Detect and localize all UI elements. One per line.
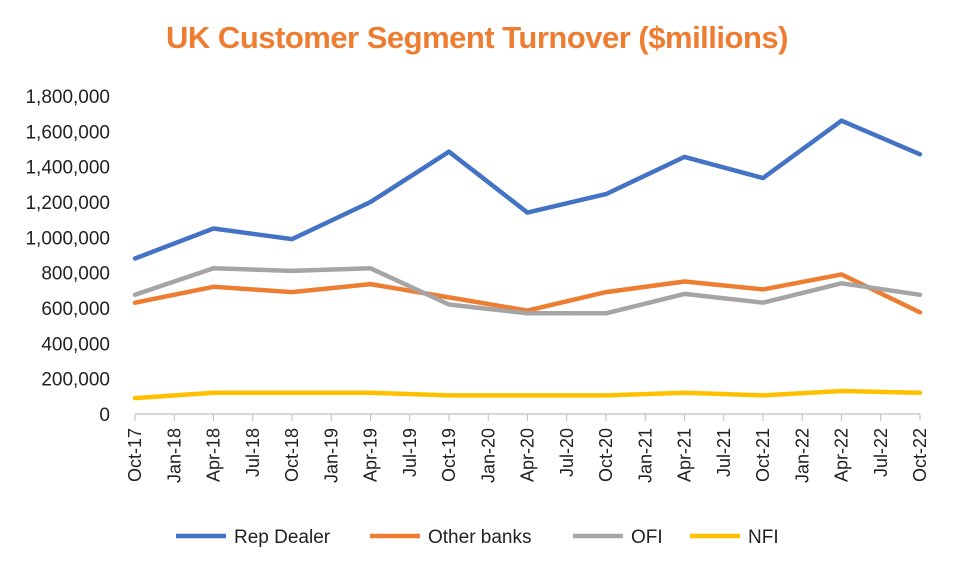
y-tick-label: 600,000: [41, 299, 110, 320]
x-tick-label: Oct-17: [125, 428, 145, 482]
y-tick-label: 200,000: [41, 370, 110, 391]
legend-label: NFI: [748, 527, 779, 548]
legend-item-rep-dealer: Rep Dealer: [176, 527, 331, 548]
x-tick-label: Jul-19: [400, 428, 420, 477]
x-tick-label: Jan-21: [635, 428, 655, 483]
x-tick-label: Jul-18: [243, 428, 263, 477]
x-tick-label: Jan-19: [321, 428, 341, 483]
x-tick-label: Oct-21: [753, 428, 773, 482]
legend-label: OFI: [631, 527, 663, 548]
x-tick-label: Jan-18: [164, 428, 184, 483]
x-tick-label: Jul-22: [871, 428, 891, 477]
x-tick-label: Jul-21: [714, 428, 734, 477]
x-tick-label: Jan-20: [478, 428, 498, 483]
x-tick-label: Apr-21: [675, 428, 695, 482]
y-tick-label: 1,600,000: [25, 122, 110, 143]
legend-item-other-banks: Other banks: [370, 527, 532, 548]
x-tick-label: Apr-22: [832, 428, 852, 482]
y-tick-label: 1,000,000: [25, 228, 110, 249]
chart-title: UK Customer Segment Turnover ($millions): [166, 20, 788, 55]
legend-label: Other banks: [428, 527, 532, 548]
x-tick-label: Apr-18: [204, 428, 224, 482]
x-tick-label: Oct-19: [439, 428, 459, 482]
y-tick-label: 0: [99, 405, 110, 426]
x-tick-label: Apr-20: [518, 428, 538, 482]
series-line-ofi: [132, 266, 923, 316]
series-lines: [132, 118, 923, 401]
legend-item-ofi: OFI: [573, 527, 663, 548]
legend-item-nfi: NFI: [690, 527, 779, 548]
x-tick-label: Oct-22: [910, 428, 930, 482]
legend-label: Rep Dealer: [234, 527, 331, 548]
x-tick-label: Jan-22: [792, 428, 812, 483]
series-line-other-banks: [132, 272, 923, 315]
x-tick-label: Jul-20: [557, 428, 577, 477]
x-tick-label: Oct-18: [282, 428, 302, 482]
legend: Rep Dealer Other banks OFI NFI: [176, 527, 779, 548]
series-line-nfi: [132, 388, 923, 401]
series-line-rep-dealer: [132, 118, 923, 261]
y-tick-label: 400,000: [41, 334, 110, 355]
y-axis: 0 200,000 400,000 600,000 800,000 1,000,000 1,…: [25, 87, 110, 426]
y-tick-label: 1,200,000: [25, 193, 110, 214]
y-tick-label: 800,000: [41, 264, 110, 285]
x-tick-label: Apr-19: [361, 428, 381, 482]
y-tick-label: 1,400,000: [25, 158, 110, 179]
y-tick-label: 1,800,000: [25, 87, 110, 108]
x-axis: Oct-17 Jan-18 Apr-18 Jul-18 Oct-18 Jan-19 Apr-…: [125, 413, 930, 483]
x-tick-label: Oct-20: [596, 428, 616, 482]
